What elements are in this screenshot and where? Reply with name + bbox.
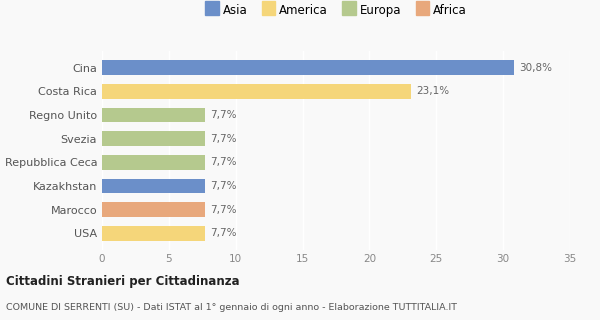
Text: 7,7%: 7,7% xyxy=(211,204,237,215)
Text: 7,7%: 7,7% xyxy=(211,181,237,191)
Bar xyxy=(102,108,205,122)
Bar xyxy=(102,202,205,217)
Legend: Asia, America, Europa, Africa: Asia, America, Europa, Africa xyxy=(203,2,469,19)
Text: 7,7%: 7,7% xyxy=(211,110,237,120)
Text: 30,8%: 30,8% xyxy=(519,62,552,73)
Text: 7,7%: 7,7% xyxy=(211,133,237,144)
Text: 7,7%: 7,7% xyxy=(211,157,237,167)
Text: 23,1%: 23,1% xyxy=(416,86,449,96)
Text: 7,7%: 7,7% xyxy=(211,228,237,238)
Bar xyxy=(102,155,205,170)
Text: Cittadini Stranieri per Cittadinanza: Cittadini Stranieri per Cittadinanza xyxy=(6,275,239,288)
Bar xyxy=(102,60,514,75)
Bar xyxy=(102,226,205,241)
Bar xyxy=(102,84,411,99)
Bar xyxy=(102,131,205,146)
Bar xyxy=(102,179,205,193)
Text: COMUNE DI SERRENTI (SU) - Dati ISTAT al 1° gennaio di ogni anno - Elaborazione T: COMUNE DI SERRENTI (SU) - Dati ISTAT al … xyxy=(6,303,457,312)
